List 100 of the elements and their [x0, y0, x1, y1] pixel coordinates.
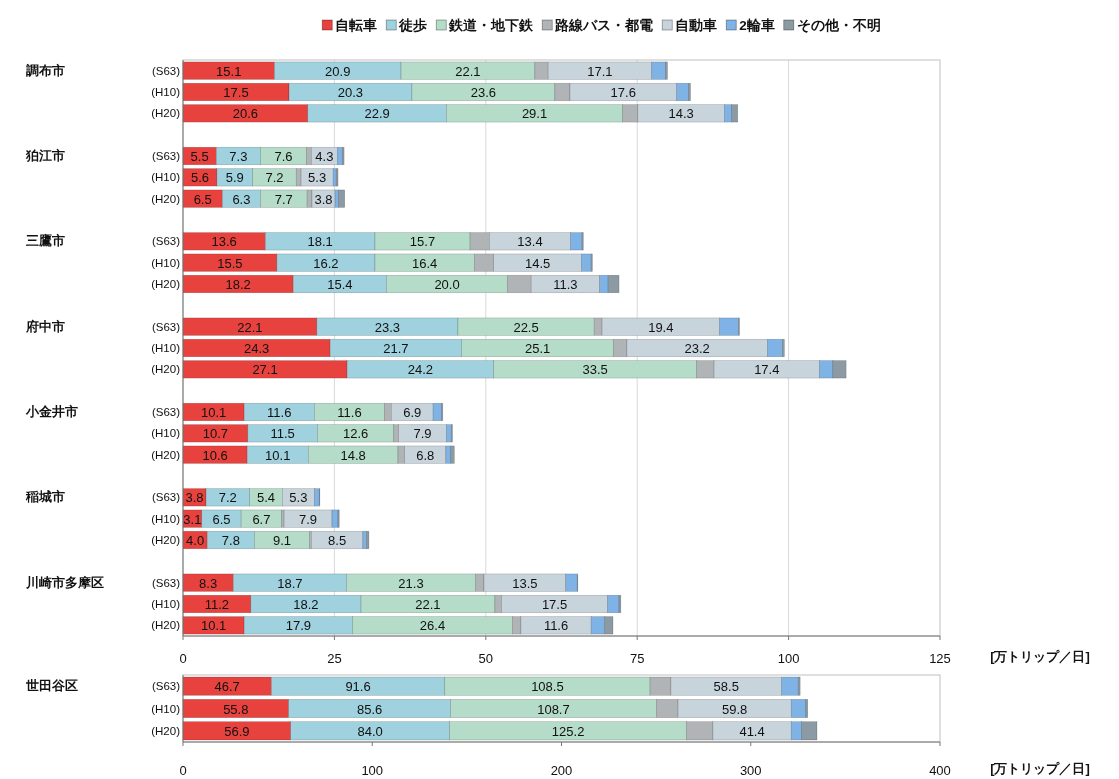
- data-label: 11.2: [204, 597, 230, 612]
- data-label: 10.1: [200, 405, 227, 420]
- data-label: 5.5: [190, 149, 209, 164]
- text: 小金井市: [25, 404, 78, 419]
- x-tick-label: 0: [179, 650, 187, 666]
- y-tick-label: (H20): [151, 363, 181, 376]
- data-label: 55.8: [223, 701, 249, 717]
- data-label: 20.9: [325, 63, 351, 79]
- legend-label: 路線バス・都電: [554, 17, 654, 33]
- data-label: 21.3: [398, 575, 424, 591]
- data-label: 11.5: [270, 426, 295, 442]
- data-label: 59.8: [722, 701, 748, 717]
- x-tick-label: 100: [777, 650, 800, 666]
- data-label: 22.9: [364, 106, 390, 122]
- y-tick-label: (H20): [151, 534, 181, 546]
- data-label: 5.3: [308, 170, 327, 186]
- data-label: 3.8: [185, 490, 204, 506]
- y-tick-label: (S63): [151, 150, 181, 162]
- data-label: 84.0: [357, 723, 383, 739]
- x-tick-label: 25: [327, 650, 342, 666]
- data-label: 11.6: [543, 618, 569, 634]
- data-label: 17.5: [223, 85, 249, 100]
- data-label: 17.5: [541, 597, 568, 612]
- y-tick-label: (H10): [151, 86, 181, 98]
- data-label: 11.6: [267, 405, 292, 420]
- data-label: 7.7: [274, 191, 293, 207]
- data-label: 6.5: [212, 511, 231, 527]
- data-label: 5.4: [256, 490, 276, 506]
- data-label: 18.7: [277, 575, 303, 591]
- data-label: 26.4: [419, 618, 446, 634]
- text: 世田谷区: [25, 679, 78, 694]
- data-label: 11.6: [337, 405, 362, 420]
- data-label: 5.9: [225, 170, 244, 186]
- data-label: 15.7: [409, 234, 436, 250]
- y-tick-label: (H10): [151, 256, 181, 269]
- data-label: 15.1: [216, 63, 242, 79]
- data-label: 11.3: [553, 277, 578, 292]
- data-label: 3.8: [314, 191, 333, 207]
- data-label: 8.5: [328, 533, 347, 548]
- data-label: 7.8: [221, 533, 240, 548]
- data-label: 13.5: [512, 575, 538, 591]
- data-label: 108.7: [537, 701, 570, 717]
- data-label: 15.5: [217, 255, 243, 271]
- data-label: 12.6: [342, 426, 369, 442]
- y-tick-label: (H20): [151, 619, 181, 632]
- data-label: 14.3: [668, 106, 694, 122]
- legend-label: 鉄道・地下鉄: [448, 17, 535, 33]
- data-label: 56.9: [224, 723, 250, 739]
- y-tick-label: (H20): [151, 724, 181, 737]
- y-tick-label: (S63): [151, 491, 181, 504]
- x-axis-title: [万トリップ／日]: [990, 760, 1090, 776]
- data-label: 7.3: [229, 149, 248, 164]
- x-tick-label: 0: [179, 762, 187, 778]
- y-tick-label: (S63): [151, 235, 181, 248]
- data-label: 21.7: [383, 341, 409, 356]
- data-label: 3.1: [183, 511, 202, 527]
- y-tick-label: (H10): [151, 702, 181, 715]
- data-label: 22.1: [237, 319, 263, 335]
- data-label: 23.6: [470, 85, 497, 100]
- data-label: 17.4: [754, 362, 780, 378]
- data-label: 18.1: [307, 234, 333, 250]
- y-tick-label: (S63): [151, 320, 181, 333]
- x-tick-label: 75: [629, 650, 645, 666]
- data-label: 6.8: [416, 447, 435, 463]
- text: 狛江市: [25, 148, 65, 163]
- data-label: 14.8: [340, 447, 366, 463]
- x-tick-label: 300: [739, 762, 762, 778]
- legend-label: その他・不明: [796, 17, 881, 33]
- data-label: 41.4: [739, 723, 765, 739]
- legend-label: 自動車: [675, 17, 718, 33]
- data-label: 17.9: [285, 618, 312, 634]
- data-label: 22.5: [513, 319, 539, 335]
- y-tick-label: (H10): [151, 598, 181, 610]
- data-label: 14.5: [524, 255, 551, 271]
- x-tick-label: 100: [361, 762, 384, 778]
- y-tick-label: (S63): [151, 64, 181, 77]
- data-label: 16.4: [411, 255, 438, 271]
- data-label: 22.1: [455, 63, 481, 79]
- legend-label: 徒歩: [398, 17, 428, 33]
- legend-label: 2輪車: [739, 17, 775, 33]
- data-label: 58.5: [713, 679, 739, 695]
- data-label: 46.7: [214, 679, 240, 695]
- data-label: 17.6: [610, 85, 636, 100]
- data-label: 10.1: [265, 447, 291, 463]
- x-axis-title: [万トリップ／日]: [990, 648, 1090, 664]
- data-label: 10.6: [202, 447, 228, 463]
- y-tick-label: (S63): [151, 406, 181, 418]
- data-label: 17.1: [587, 63, 613, 79]
- data-label: 23.2: [684, 341, 710, 356]
- data-label: 23.3: [374, 319, 401, 335]
- x-tick-label: 125: [929, 650, 951, 666]
- data-label: 10.1: [200, 618, 227, 634]
- data-label: 10.7: [202, 426, 229, 442]
- x-tick-label: 400: [929, 762, 951, 778]
- data-label: 27.1: [252, 362, 278, 378]
- data-label: 19.4: [648, 319, 674, 335]
- data-label: 7.2: [218, 490, 237, 506]
- text: 稲城市: [25, 489, 65, 505]
- data-label: 125.2: [551, 723, 585, 739]
- text: 調布市: [26, 62, 65, 78]
